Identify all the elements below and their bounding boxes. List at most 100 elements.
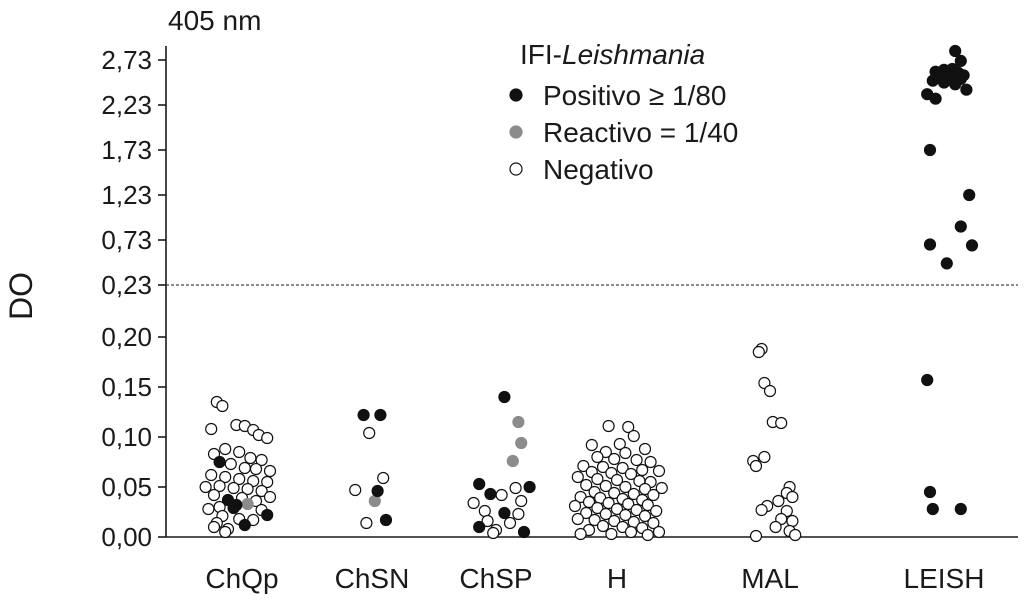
data-point-negative: [630, 453, 643, 467]
data-point-negative: [786, 490, 799, 504]
data-point-positive: [357, 408, 370, 422]
data-point-positive: [929, 92, 942, 105]
x-category-label: MAL: [741, 563, 799, 594]
data-point-positive: [926, 74, 939, 87]
data-point-negative: [241, 482, 254, 496]
y-tick-label: 0,23: [101, 270, 152, 300]
data-point-negative: [596, 460, 610, 474]
data-point-positive: [954, 502, 967, 516]
data-point-negative: [638, 442, 652, 456]
data-point-negative: [619, 508, 632, 522]
data-point-reactive: [512, 415, 525, 429]
data-point-negative: [349, 483, 362, 497]
data-point-positive: [213, 455, 226, 469]
data-point-negative: [249, 462, 263, 476]
legend-marker-negative: [509, 162, 523, 176]
y-tick-label: 0,05: [101, 472, 152, 502]
data-point-negative: [571, 512, 584, 526]
data-point-negative: [755, 503, 768, 517]
data-point-negative: [605, 527, 618, 541]
x-category-label: ChSP: [459, 563, 532, 594]
data-point-negative: [568, 499, 582, 513]
data-point-negative: [585, 438, 598, 452]
y-tick-label: 2,73: [101, 45, 152, 75]
data-point-positive: [484, 487, 497, 501]
data-point-positive: [949, 78, 962, 91]
x-category-labels: ChQp ChSN ChSP H MAL LEISH: [205, 563, 984, 594]
data-point-negative: [758, 450, 771, 464]
data-point-negative: [789, 528, 802, 542]
data-point-negative: [577, 459, 590, 473]
data-point-negative: [582, 495, 596, 509]
data-point-negative: [580, 478, 593, 492]
lower-y-ticks: 0,00 0,05 0,10 0,15 0,20: [101, 322, 166, 552]
data-point-negative: [641, 528, 654, 542]
data-point-positive: [473, 520, 486, 534]
data-point-negative: [610, 473, 624, 487]
data-point-negative: [622, 497, 635, 511]
data-point-negative: [638, 509, 652, 523]
data-point-negative: [624, 525, 638, 539]
data-point-negative: [515, 494, 528, 508]
data-point-negative: [599, 479, 612, 493]
data-point-negative: [487, 526, 500, 540]
data-point-negative: [644, 455, 657, 469]
data-point-negative: [588, 513, 601, 527]
data-point-negative: [619, 446, 632, 460]
data-point-negative: [641, 498, 654, 512]
data-point-negative: [571, 470, 584, 484]
data-point-positive: [473, 477, 486, 491]
data-point-negative: [602, 419, 615, 433]
data-point-reactive: [506, 454, 519, 468]
data-point-negative: [608, 514, 621, 528]
data-point-negative: [261, 431, 274, 445]
data-point-negative: [199, 480, 212, 494]
data-point-negative: [763, 384, 777, 398]
data-point-positive: [227, 501, 240, 515]
data-point-negative: [574, 527, 587, 541]
data-point-negative: [630, 503, 643, 517]
y-tick-label: 0,73: [101, 225, 152, 255]
data-point-negative: [752, 345, 765, 359]
data-point-positive: [960, 83, 973, 96]
data-point-negative: [263, 464, 277, 478]
data-point-positive: [374, 408, 387, 422]
data-point-negative: [233, 472, 246, 486]
data-point-negative: [591, 450, 604, 464]
data-point-positive: [261, 508, 274, 522]
data-point-negative: [622, 420, 635, 434]
data-point-negative: [263, 490, 277, 504]
data-point-negative: [213, 479, 226, 493]
legend-title-prefix: IFI-: [520, 39, 562, 70]
data-point-negative: [627, 429, 640, 443]
data-point-positive: [937, 76, 951, 89]
y-axis-title: DO: [3, 272, 39, 320]
legend-title: IFI-Leishmania: [520, 39, 705, 70]
data-point-negative: [591, 472, 604, 486]
data-point-negative: [602, 496, 615, 510]
data-point-negative: [636, 463, 649, 477]
data-point-negative: [512, 507, 525, 521]
data-point-positive: [940, 257, 953, 270]
data-point-negative: [749, 529, 763, 543]
data-point-positive: [379, 513, 393, 527]
data-point-negative: [244, 451, 257, 465]
legend: IFI-Leishmania Positivo ≥ 1/80 Reactivo =…: [509, 39, 738, 185]
legend-label-positive: Positivo ≥ 1/80: [543, 80, 726, 111]
data-point-positive: [238, 518, 251, 532]
data-point-negative: [233, 445, 246, 459]
data-point-negative: [647, 516, 660, 530]
data-point-negative: [219, 525, 232, 539]
legend-entries: Positivo ≥ 1/80 Reactivo = 1/40 Negativo: [509, 80, 738, 185]
legend-label-reactive: Reactivo = 1/40: [543, 117, 738, 148]
data-point-negative: [610, 502, 624, 516]
wavelength-label: 405 nm: [168, 5, 261, 36]
legend-title-italic: Leishmania: [562, 39, 705, 70]
y-tick-label: 0,00: [101, 522, 152, 552]
x-category-label: ChQp: [205, 563, 278, 594]
data-point-negative: [238, 461, 251, 475]
data-point-negative: [624, 467, 638, 481]
data-point-negative: [360, 516, 373, 530]
data-point-positive: [498, 506, 511, 520]
